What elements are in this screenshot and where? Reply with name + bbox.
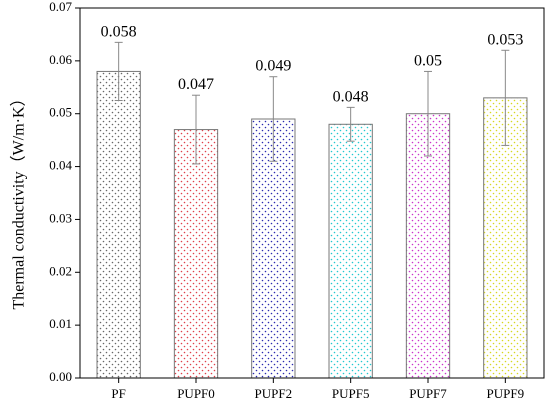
error-bar-pupf5 xyxy=(346,106,355,142)
error-bar-pupf0 xyxy=(192,94,200,165)
bar-pupf5 xyxy=(328,123,373,379)
data-label-pf: 0.058 xyxy=(101,23,137,40)
x-tick-label: PUPF5 xyxy=(332,386,370,401)
data-label-pupf2: 0.049 xyxy=(255,58,291,75)
bar-pupf2 xyxy=(251,118,296,379)
y-tick-label: 0.04 xyxy=(49,158,72,173)
y-tick-label: 0.05 xyxy=(49,105,72,120)
x-tick-label: PUPF2 xyxy=(255,386,293,401)
plot-frame xyxy=(79,7,545,379)
y-tick-label: 0.00 xyxy=(49,369,72,384)
y-tick-label: 0.06 xyxy=(49,52,72,67)
y-tick-label: 0.03 xyxy=(49,210,72,225)
x-tick-label: PF xyxy=(111,386,125,401)
data-label-pupf5: 0.048 xyxy=(333,88,369,105)
x-tick-label: PUPF9 xyxy=(487,386,525,401)
y-tick-label: 0.07 xyxy=(49,0,72,14)
x-tick-label: PUPF7 xyxy=(409,386,447,401)
data-label-pupf9: 0.053 xyxy=(487,31,523,48)
data-label-pupf7: 0.05 xyxy=(414,52,442,69)
error-bar-pupf2 xyxy=(269,76,278,162)
bar-pf xyxy=(96,70,141,379)
y-tick-label: 0.02 xyxy=(49,263,72,278)
y-tick-label: 0.01 xyxy=(49,316,72,331)
bar-pupf7 xyxy=(405,113,451,379)
bar-pupf0 xyxy=(173,129,219,379)
error-bar-pf xyxy=(114,41,123,101)
error-bar-pupf7 xyxy=(424,70,432,157)
x-tick-label: PUPF0 xyxy=(177,386,215,401)
y-axis-title: Thermal conductivity（W/m·K） xyxy=(10,90,28,309)
error-bar-pupf9 xyxy=(501,49,510,146)
data-label-pupf0: 0.047 xyxy=(178,76,214,93)
